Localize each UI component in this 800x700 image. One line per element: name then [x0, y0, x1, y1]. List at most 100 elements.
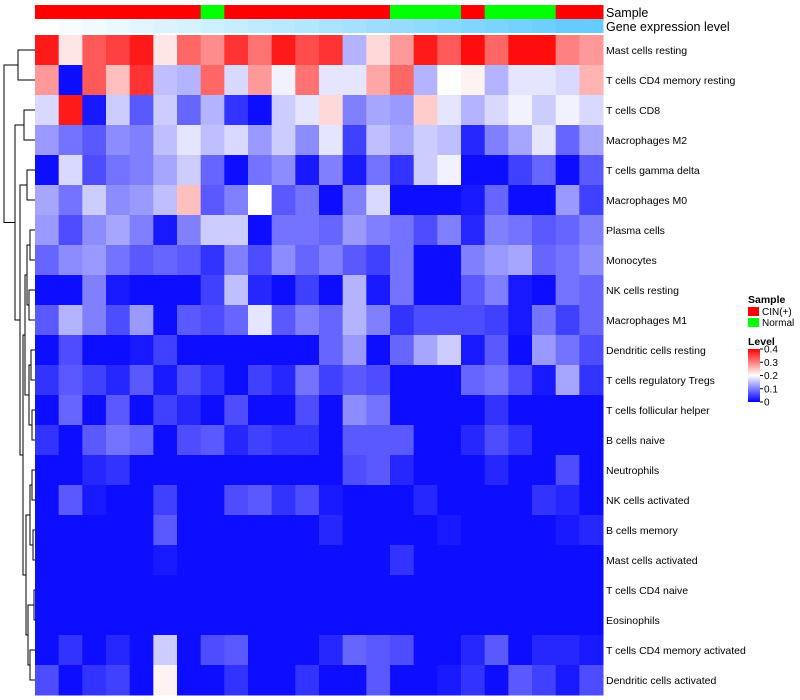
heatmap-cell [342, 575, 367, 606]
heatmap-cell [177, 395, 202, 426]
heatmap-cell [153, 185, 178, 216]
heatmap-cell [366, 305, 391, 336]
heatmap-cell [579, 395, 604, 426]
heatmap-cell [508, 485, 533, 516]
heatmap-cell [271, 335, 296, 366]
heatmap-cell [342, 215, 367, 246]
heatmap-cell [579, 185, 604, 216]
dendrogram-branch [23, 109, 35, 141]
heatmap-cell [35, 575, 60, 606]
heatmap-cell [319, 245, 344, 276]
expression-track-cell [461, 19, 486, 33]
heatmap-cell [366, 215, 391, 246]
heatmap-cell [129, 365, 154, 396]
heatmap-cell [555, 245, 580, 276]
heatmap-cell [342, 635, 367, 666]
heatmap-cell [58, 305, 83, 336]
heatmap-cell [224, 155, 249, 186]
heatmap-cell [82, 545, 107, 576]
sample-track-cell [484, 5, 509, 19]
heatmap-cell [555, 425, 580, 456]
heatmap-cell [437, 515, 462, 546]
heatmap-cell [58, 455, 83, 486]
heatmap-cell [200, 365, 225, 396]
heatmap-cell [106, 35, 131, 66]
heatmap-cell [58, 575, 83, 606]
heatmap-cell [224, 665, 249, 696]
heatmap-cell [271, 65, 296, 96]
heatmap-cell [484, 125, 509, 156]
row-label: Macrophages M2 [606, 135, 687, 147]
heatmap-cell [153, 365, 178, 396]
heatmap-cell [461, 95, 486, 126]
heatmap-cell [35, 155, 60, 186]
heatmap-cell [129, 545, 154, 576]
heatmap-cell [390, 245, 415, 276]
heatmap-cell [484, 605, 509, 636]
heatmap-cell [295, 335, 320, 366]
sample-track-cell [82, 5, 107, 19]
heatmap-cell [177, 65, 202, 96]
expression-track-cell [35, 19, 60, 33]
heatmap-cell [271, 665, 296, 696]
heatmap-cell [82, 305, 107, 336]
expression-track-cell [200, 19, 225, 33]
heatmap-cell [579, 665, 604, 696]
heatmap-cell [508, 305, 533, 336]
heatmap-cell [35, 305, 60, 336]
heatmap-cell [248, 515, 273, 546]
heatmap-cell [58, 185, 83, 216]
heatmap-cell [532, 335, 557, 366]
legend-entry-label: Normal [762, 318, 794, 329]
heatmap-cell [366, 545, 391, 576]
heatmap-cell [319, 575, 344, 606]
heatmap-cell [366, 65, 391, 96]
heatmap-cell [200, 305, 225, 336]
heatmap-cell [555, 365, 580, 396]
heatmap-cell [58, 275, 83, 306]
heatmap-cell [555, 35, 580, 66]
heatmap-cell [555, 65, 580, 96]
heatmap-cell [342, 125, 367, 156]
heatmap-cell [319, 185, 344, 216]
heatmap-cell [35, 545, 60, 576]
sample-track-cell [532, 5, 557, 19]
heatmap-cell [437, 395, 462, 426]
heatmap-cell [177, 515, 202, 546]
heatmap-cell [177, 485, 202, 516]
heatmap-cell [153, 245, 178, 276]
heatmap-cell [35, 365, 60, 396]
heatmap-cell [295, 545, 320, 576]
heatmap-cell [200, 395, 225, 426]
heatmap-cell [508, 65, 533, 96]
legend-sample-title: Sample [748, 294, 786, 306]
heatmap-cell [295, 35, 320, 66]
heatmap-cell [248, 365, 273, 396]
heatmap-cell [35, 35, 60, 66]
heatmap-cell [153, 125, 178, 156]
heatmap-cell [200, 215, 225, 246]
row-label: Macrophages M0 [606, 195, 687, 207]
heatmap-cell [342, 425, 367, 456]
expression-track-cell [271, 19, 296, 33]
heatmap-cell [508, 95, 533, 126]
heatmap-cell [319, 635, 344, 666]
heatmap-cell [366, 245, 391, 276]
heatmap-cell [200, 95, 225, 126]
heatmap-cell [555, 635, 580, 666]
expression-track-cell [508, 19, 533, 33]
heatmap-cell [200, 515, 225, 546]
heatmap-cell [413, 665, 438, 696]
expression-track-cell [319, 19, 344, 33]
heatmap-cell [461, 35, 486, 66]
expression-track-cell [366, 19, 391, 33]
heatmap-cell [153, 485, 178, 516]
heatmap-cell [82, 575, 107, 606]
heatmap-cell [248, 425, 273, 456]
heatmap-cell [484, 545, 509, 576]
heatmap-cell [461, 545, 486, 576]
heatmap-cell [461, 665, 486, 696]
heatmap-cell [508, 185, 533, 216]
legend-tick-label: 0.3 [764, 358, 778, 369]
